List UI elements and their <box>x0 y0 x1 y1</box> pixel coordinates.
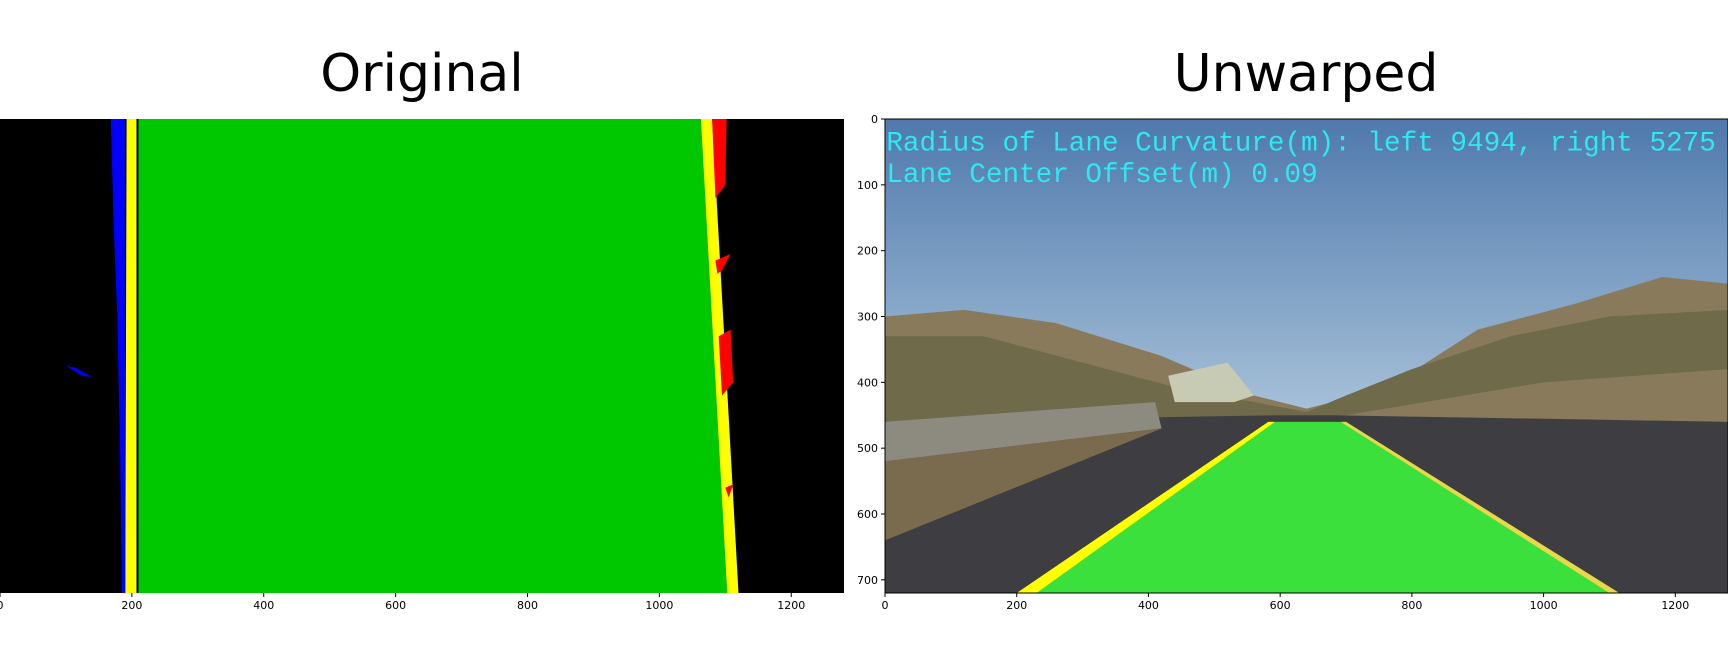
y-tick-label: 500 <box>857 442 878 455</box>
annotation: Lane Center Offset(m) 0.09 <box>886 160 1317 191</box>
y-tick-label: 100 <box>857 179 878 192</box>
x-tick-label: 200 <box>1006 599 1027 612</box>
y-tick-label: 300 <box>857 311 878 324</box>
axes-title: Unwarped <box>1174 44 1439 104</box>
x-tick-label: 0 <box>0 599 4 612</box>
x-tick-label: 1200 <box>1661 599 1689 612</box>
warped-image <box>0 119 844 593</box>
x-tick-label: 600 <box>385 599 406 612</box>
y-tick-label: 0 <box>871 113 878 126</box>
annotation: Radius of Lane Curvature(m): left 9494, … <box>886 129 1716 160</box>
x-tick-label: 1000 <box>1530 599 1558 612</box>
axes-title: Original <box>320 44 523 104</box>
x-tick-label: 400 <box>1138 599 1159 612</box>
y-tick-label: 700 <box>857 574 878 587</box>
x-tick-label: 400 <box>253 599 274 612</box>
x-tick-label: 1000 <box>645 599 673 612</box>
x-tick-label: 0 <box>882 599 889 612</box>
unwarped-image: Radius of Lane Curvature(m): left 9494, … <box>885 119 1728 593</box>
y-tick-label: 200 <box>857 245 878 258</box>
y-tick-label: 600 <box>857 508 878 521</box>
x-tick-label: 800 <box>1401 599 1422 612</box>
axes-frame <box>884 118 1728 594</box>
x-tick-label: 800 <box>517 599 538 612</box>
x-tick-label: 200 <box>121 599 142 612</box>
x-tick-label: 600 <box>1270 599 1291 612</box>
x-tick-label: 1200 <box>777 599 805 612</box>
y-tick-label: 400 <box>857 376 878 389</box>
